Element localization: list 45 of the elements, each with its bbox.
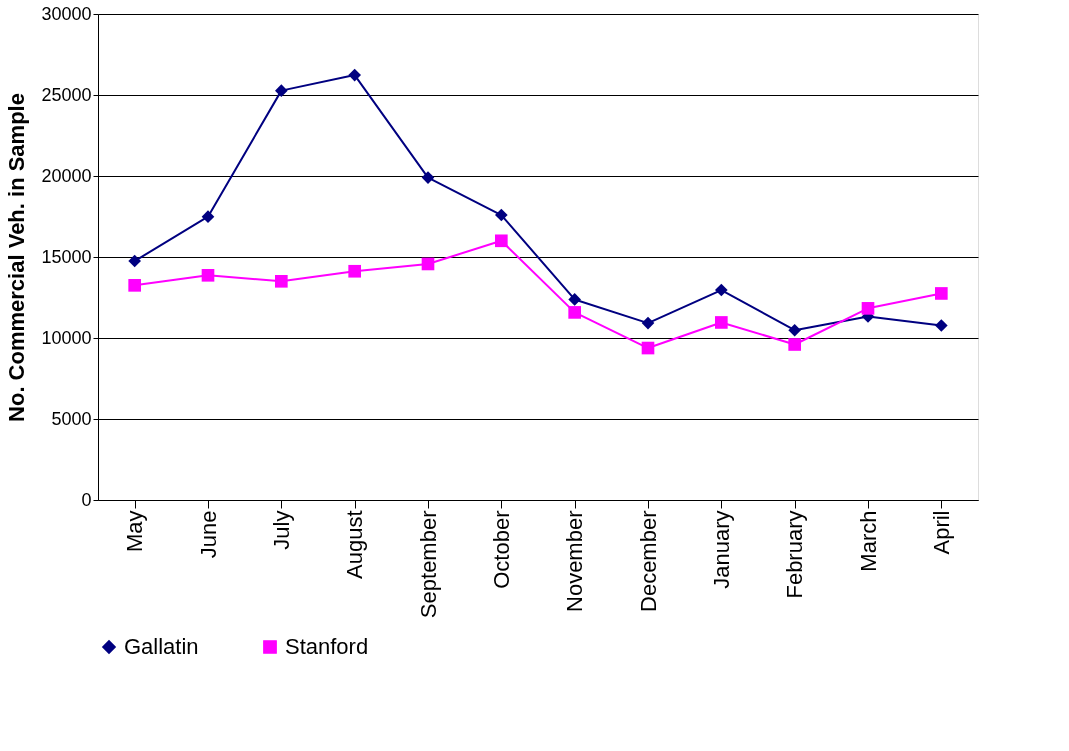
point [788, 323, 801, 337]
x-tick-label: May [122, 510, 148, 553]
point [861, 302, 875, 315]
point [128, 254, 141, 268]
y-tick-label: 30000 [41, 3, 92, 24]
x-tick-label: June [195, 510, 221, 559]
point [641, 341, 655, 355]
point [128, 279, 141, 292]
x-tick-label: October [488, 510, 514, 589]
point [495, 208, 508, 222]
y-tick-label: 10000 [41, 327, 92, 348]
point [348, 68, 361, 82]
point [348, 264, 361, 278]
legend-label: Stanford [285, 634, 369, 659]
point [495, 234, 508, 248]
point [275, 84, 288, 97]
x-tick-label: February [782, 510, 808, 599]
x-tick-label: March [855, 510, 881, 572]
point [935, 319, 948, 332]
point [935, 287, 948, 300]
point [788, 338, 801, 351]
x-tick-label: December [635, 510, 661, 612]
y-tick-label: 20000 [41, 165, 92, 186]
x-tick-label: November [562, 510, 588, 612]
point [421, 171, 435, 184]
y-tick-label: 15000 [41, 246, 92, 267]
point [275, 274, 288, 288]
x-tick-label: September [415, 510, 441, 619]
x-tick-label: January [708, 510, 734, 589]
point [715, 316, 728, 329]
legend-label: Gallatin [124, 634, 199, 659]
point [568, 293, 581, 306]
y-tick-label: 5000 [51, 408, 92, 429]
y-tick-label: 0 [81, 489, 92, 510]
y-axis-title: No. Commercial Veh. in Sample [4, 93, 30, 422]
x-tick-label: August [342, 510, 368, 579]
y-tick-label: 25000 [41, 84, 92, 105]
point [421, 257, 435, 271]
point [201, 268, 215, 282]
point [715, 283, 728, 297]
point [641, 316, 655, 330]
x-tick-label: April [928, 510, 954, 555]
point [201, 210, 215, 223]
point [568, 306, 581, 319]
x-tick-label: July [268, 510, 294, 550]
